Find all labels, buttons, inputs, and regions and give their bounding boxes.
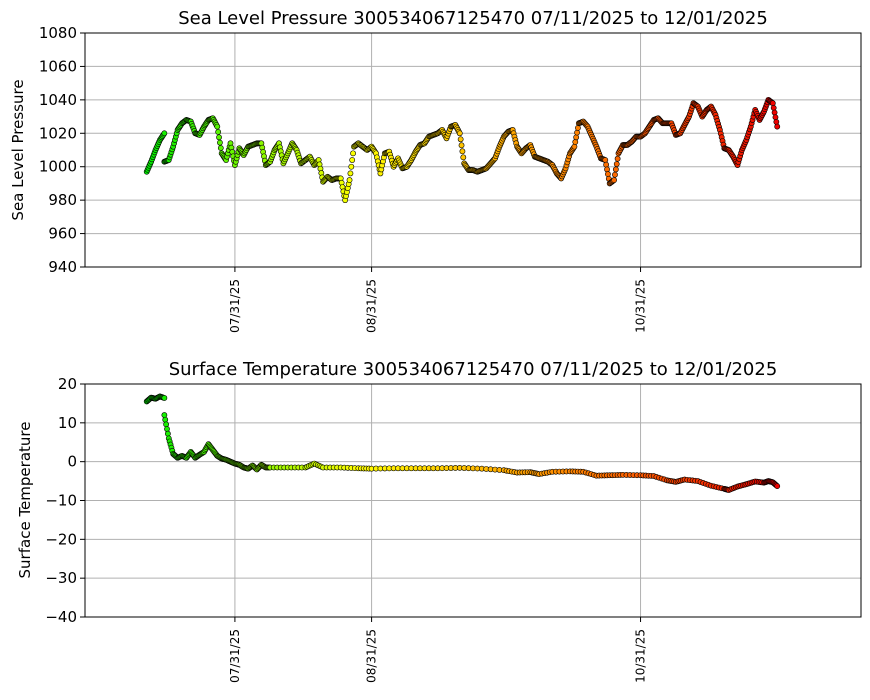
y-tick-label: 1060: [39, 57, 77, 75]
x-tick-label: 10/31/25: [634, 629, 648, 683]
data-point: [459, 148, 466, 155]
data-point: [349, 157, 356, 163]
data-point: [611, 177, 617, 183]
y-tick-label: −10: [45, 492, 77, 510]
temperature-series: [143, 393, 781, 493]
data-point: [161, 412, 168, 418]
y-tick-label: −40: [45, 608, 77, 626]
data-point: [771, 109, 778, 116]
temperature-y-axis-label: Surface Temperature: [16, 422, 34, 579]
data-point: [348, 163, 355, 170]
data-point: [772, 114, 779, 121]
x-tick-label: 07/31/25: [228, 629, 242, 683]
data-point: [575, 125, 581, 131]
data-point: [605, 171, 611, 177]
data-point: [573, 134, 580, 141]
data-point: [346, 177, 353, 183]
pressure-y-ticks: 940 960 980 1000 1020 1040 1060 1080: [39, 24, 85, 276]
data-point: [571, 143, 578, 150]
pressure-y-axis-label: Sea Level Pressure: [9, 79, 27, 220]
data-point: [613, 161, 620, 167]
pressure-chart-title: Sea Level Pressure 300534067125470 07/11…: [178, 8, 768, 29]
temperature-panel: −40 −30 −20 −10 0 10 20 07/31/25 08/31/25 10/31/…: [16, 359, 862, 683]
data-point: [457, 136, 464, 143]
data-point: [574, 129, 580, 136]
data-point: [161, 130, 168, 137]
data-point: [612, 171, 618, 178]
data-point: [216, 134, 222, 141]
temperature-y-ticks: −40 −30 −20 −10 0 10 20: [45, 375, 85, 626]
data-point: [456, 130, 463, 137]
y-tick-label: −30: [45, 569, 77, 587]
data-point: [161, 395, 168, 401]
pressure-gridlines: [85, 32, 861, 268]
data-point: [770, 104, 777, 111]
data-point: [774, 483, 781, 490]
data-point: [774, 123, 781, 130]
data-point: [769, 100, 776, 107]
x-tick-label: 08/31/25: [365, 629, 379, 683]
data-point: [214, 123, 221, 130]
x-tick-label: 08/31/25: [365, 279, 379, 333]
y-tick-label: 10: [58, 414, 77, 432]
y-tick-label: 1020: [39, 124, 77, 142]
pressure-series: [143, 96, 781, 204]
data-point: [164, 430, 171, 437]
data-point: [217, 139, 223, 146]
data-point: [347, 170, 354, 177]
x-tick-label: 10/31/25: [634, 279, 648, 333]
temperature-gridlines: [85, 383, 861, 618]
y-tick-label: 960: [48, 225, 77, 243]
data-point: [602, 157, 609, 163]
data-point: [603, 161, 610, 168]
temperature-x-ticks: 07/31/25 08/31/25 10/31/25: [228, 617, 648, 683]
data-point: [217, 145, 224, 151]
pressure-axes-frame: [84, 32, 862, 268]
data-point: [773, 119, 780, 125]
y-tick-label: 1080: [39, 24, 77, 42]
pressure-panel: 940 960 980 1000 1020 1040 1060 1080 07/31/25 08…: [9, 8, 862, 333]
data-point: [350, 150, 356, 157]
y-tick-label: 940: [48, 258, 77, 276]
y-tick-label: 980: [48, 191, 77, 209]
y-tick-label: 0: [67, 453, 77, 471]
data-point: [604, 166, 610, 173]
pressure-x-ticks: 07/31/25 08/31/25 10/31/25: [228, 267, 648, 333]
data-point: [215, 129, 222, 135]
data-point: [163, 421, 170, 428]
data-point: [612, 166, 619, 173]
y-tick-label: 1000: [39, 158, 77, 176]
data-point: [162, 416, 169, 423]
data-point: [614, 155, 621, 162]
temperature-chart-title: Surface Temperature 300534067125470 07/1…: [169, 359, 778, 380]
y-tick-label: 20: [58, 375, 77, 393]
data-point: [460, 154, 467, 161]
y-tick-label: −20: [45, 530, 77, 548]
data-point: [458, 142, 465, 149]
x-tick-label: 07/31/25: [228, 279, 242, 333]
data-point: [572, 139, 579, 145]
y-tick-label: 1040: [39, 91, 77, 109]
data-point: [164, 426, 170, 432]
